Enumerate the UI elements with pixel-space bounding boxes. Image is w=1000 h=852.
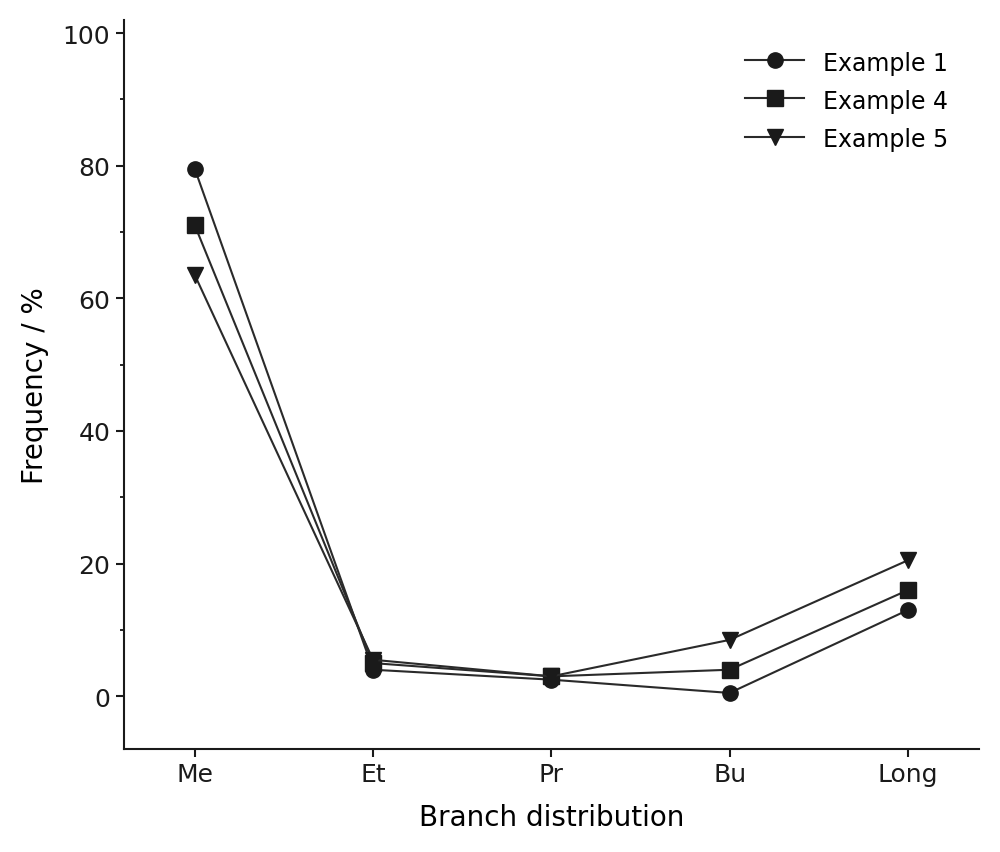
Example 4 [902,585,914,596]
Legend: Example 1, Example 4, Example 5: Example 1, Example 4, Example 5 [726,32,967,170]
Example 5 [724,635,736,645]
Example 1 [902,605,914,615]
Example 4 [724,665,736,675]
Example 1 [545,675,557,685]
Example 5 [367,655,379,665]
Example 4 [367,659,379,669]
Example 4 [189,221,201,231]
Example 5 [902,556,914,566]
X-axis label: Branch distribution: Branch distribution [419,803,684,832]
Line: Example 5: Example 5 [187,268,916,684]
Line: Example 4: Example 4 [187,218,916,684]
Y-axis label: Frequency / %: Frequency / % [21,287,49,483]
Example 5 [545,671,557,682]
Example 5 [189,271,201,281]
Line: Example 1: Example 1 [187,162,916,700]
Example 1 [367,665,379,675]
Example 1 [724,688,736,699]
Example 4 [545,671,557,682]
Example 1 [189,164,201,175]
